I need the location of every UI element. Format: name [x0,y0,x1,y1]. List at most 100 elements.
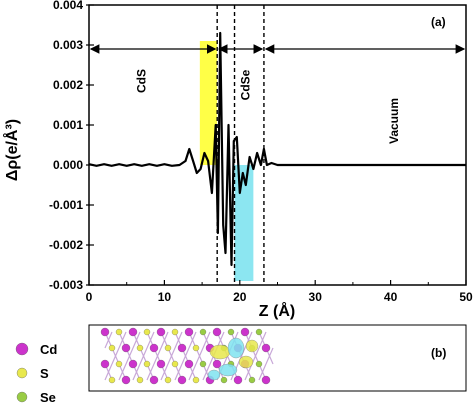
atom-se [255,328,263,336]
x-tick-label: 20 [233,290,247,304]
y-tick-label: 0.004 [53,0,83,12]
atom-cd [100,359,110,369]
bond [160,331,169,349]
atom-s [143,328,151,336]
atom-s [171,360,179,368]
bond [167,347,176,365]
bond [188,363,197,381]
panel-label-a: (a) [431,15,446,29]
atom-cd [177,375,187,385]
charge-density-blob [245,339,259,353]
x-axis-label: Z (Å) [259,301,295,320]
atom-cd [233,375,243,385]
atom-s [108,344,116,352]
x-tick-label: 0 [86,290,93,304]
structure-frame [88,324,467,392]
bond [111,347,120,365]
atom-cd [149,343,159,353]
shaded-region-cdse [234,165,254,281]
region-label-cdse: CdSe [239,69,253,100]
bond [132,363,141,381]
bond [181,347,190,365]
atom-se [220,376,228,384]
atom-cd [261,375,271,385]
atom-se [199,360,207,368]
bond [244,363,253,381]
y-axis-label: Δρ(e/Å³) [2,119,21,181]
legend-marker-s [16,367,28,379]
axis-ticks: 0.004 0.003 0.002 0.001 0.000 -0.001 -0.002 -0.… [49,0,473,304]
atom-s [115,328,123,336]
bond [132,331,141,349]
atomic-structure [100,327,274,385]
structure-legend: Cd S Se [15,342,57,405]
bond [146,331,155,349]
atom-s [192,344,200,352]
plot-frame [88,4,467,286]
region-label-cds: CdS [135,69,149,93]
y-tick-label: 0.003 [53,38,83,52]
legend-label-cd: Cd [40,342,57,357]
shaded-region-cds [199,41,218,165]
atom-cd [261,343,271,353]
bond [125,347,134,365]
bond [174,363,183,381]
atom-s [164,344,172,352]
bond [104,331,113,349]
bond [118,331,127,349]
y-tick-label: -0.002 [49,238,83,252]
region-arrows: CdS CdSe Vacuum [89,44,466,144]
bond [202,331,211,349]
atom-s [136,344,144,352]
bond [146,363,155,381]
charge-density-blob [209,344,231,360]
legend-label-s: S [40,366,49,381]
y-tick-label: 0.000 [53,158,83,172]
bond [104,363,113,381]
atom-cd [184,327,194,337]
atom-cd [121,343,131,353]
atom-cd [149,375,159,385]
atom-s [115,360,123,368]
bond [160,363,169,381]
charge-density-blob [238,355,254,369]
y-tick-label: -0.003 [49,278,83,292]
atom-se [248,376,256,384]
bond [139,347,148,365]
atom-cd [128,359,138,369]
atom-cd [212,327,222,337]
atom-s [171,328,179,336]
atom-cd [156,359,166,369]
panel-label-b: (b) [431,346,446,360]
bond [188,331,197,349]
atom-cd [212,359,222,369]
bond [118,363,127,381]
charge-density-blob [207,369,221,381]
atom-cd [100,327,110,337]
legend-marker-cd [15,342,29,356]
atom-se [255,360,263,368]
atom-cd [240,327,250,337]
bond [265,347,274,365]
atom-cd [184,359,194,369]
series-line-1 [88,31,466,267]
bond [195,347,204,365]
y-tick-label: 0.002 [53,78,83,92]
legend-label-se: Se [40,390,56,405]
charge-density-blob [218,363,238,377]
bond [174,331,183,349]
atom-s [136,376,144,384]
x-tick-label: 10 [158,290,172,304]
legend-marker-se [16,391,28,403]
bond [202,363,211,381]
y-tick-label: -0.001 [49,198,83,212]
atom-s [164,376,172,384]
atom-cd [156,327,166,337]
bond [258,363,267,381]
x-tick-label: 40 [384,290,398,304]
region-label-vacuum: Vacuum [387,98,401,144]
atom-cd [128,327,138,337]
atom-s [143,360,151,368]
atom-cd [121,375,131,385]
